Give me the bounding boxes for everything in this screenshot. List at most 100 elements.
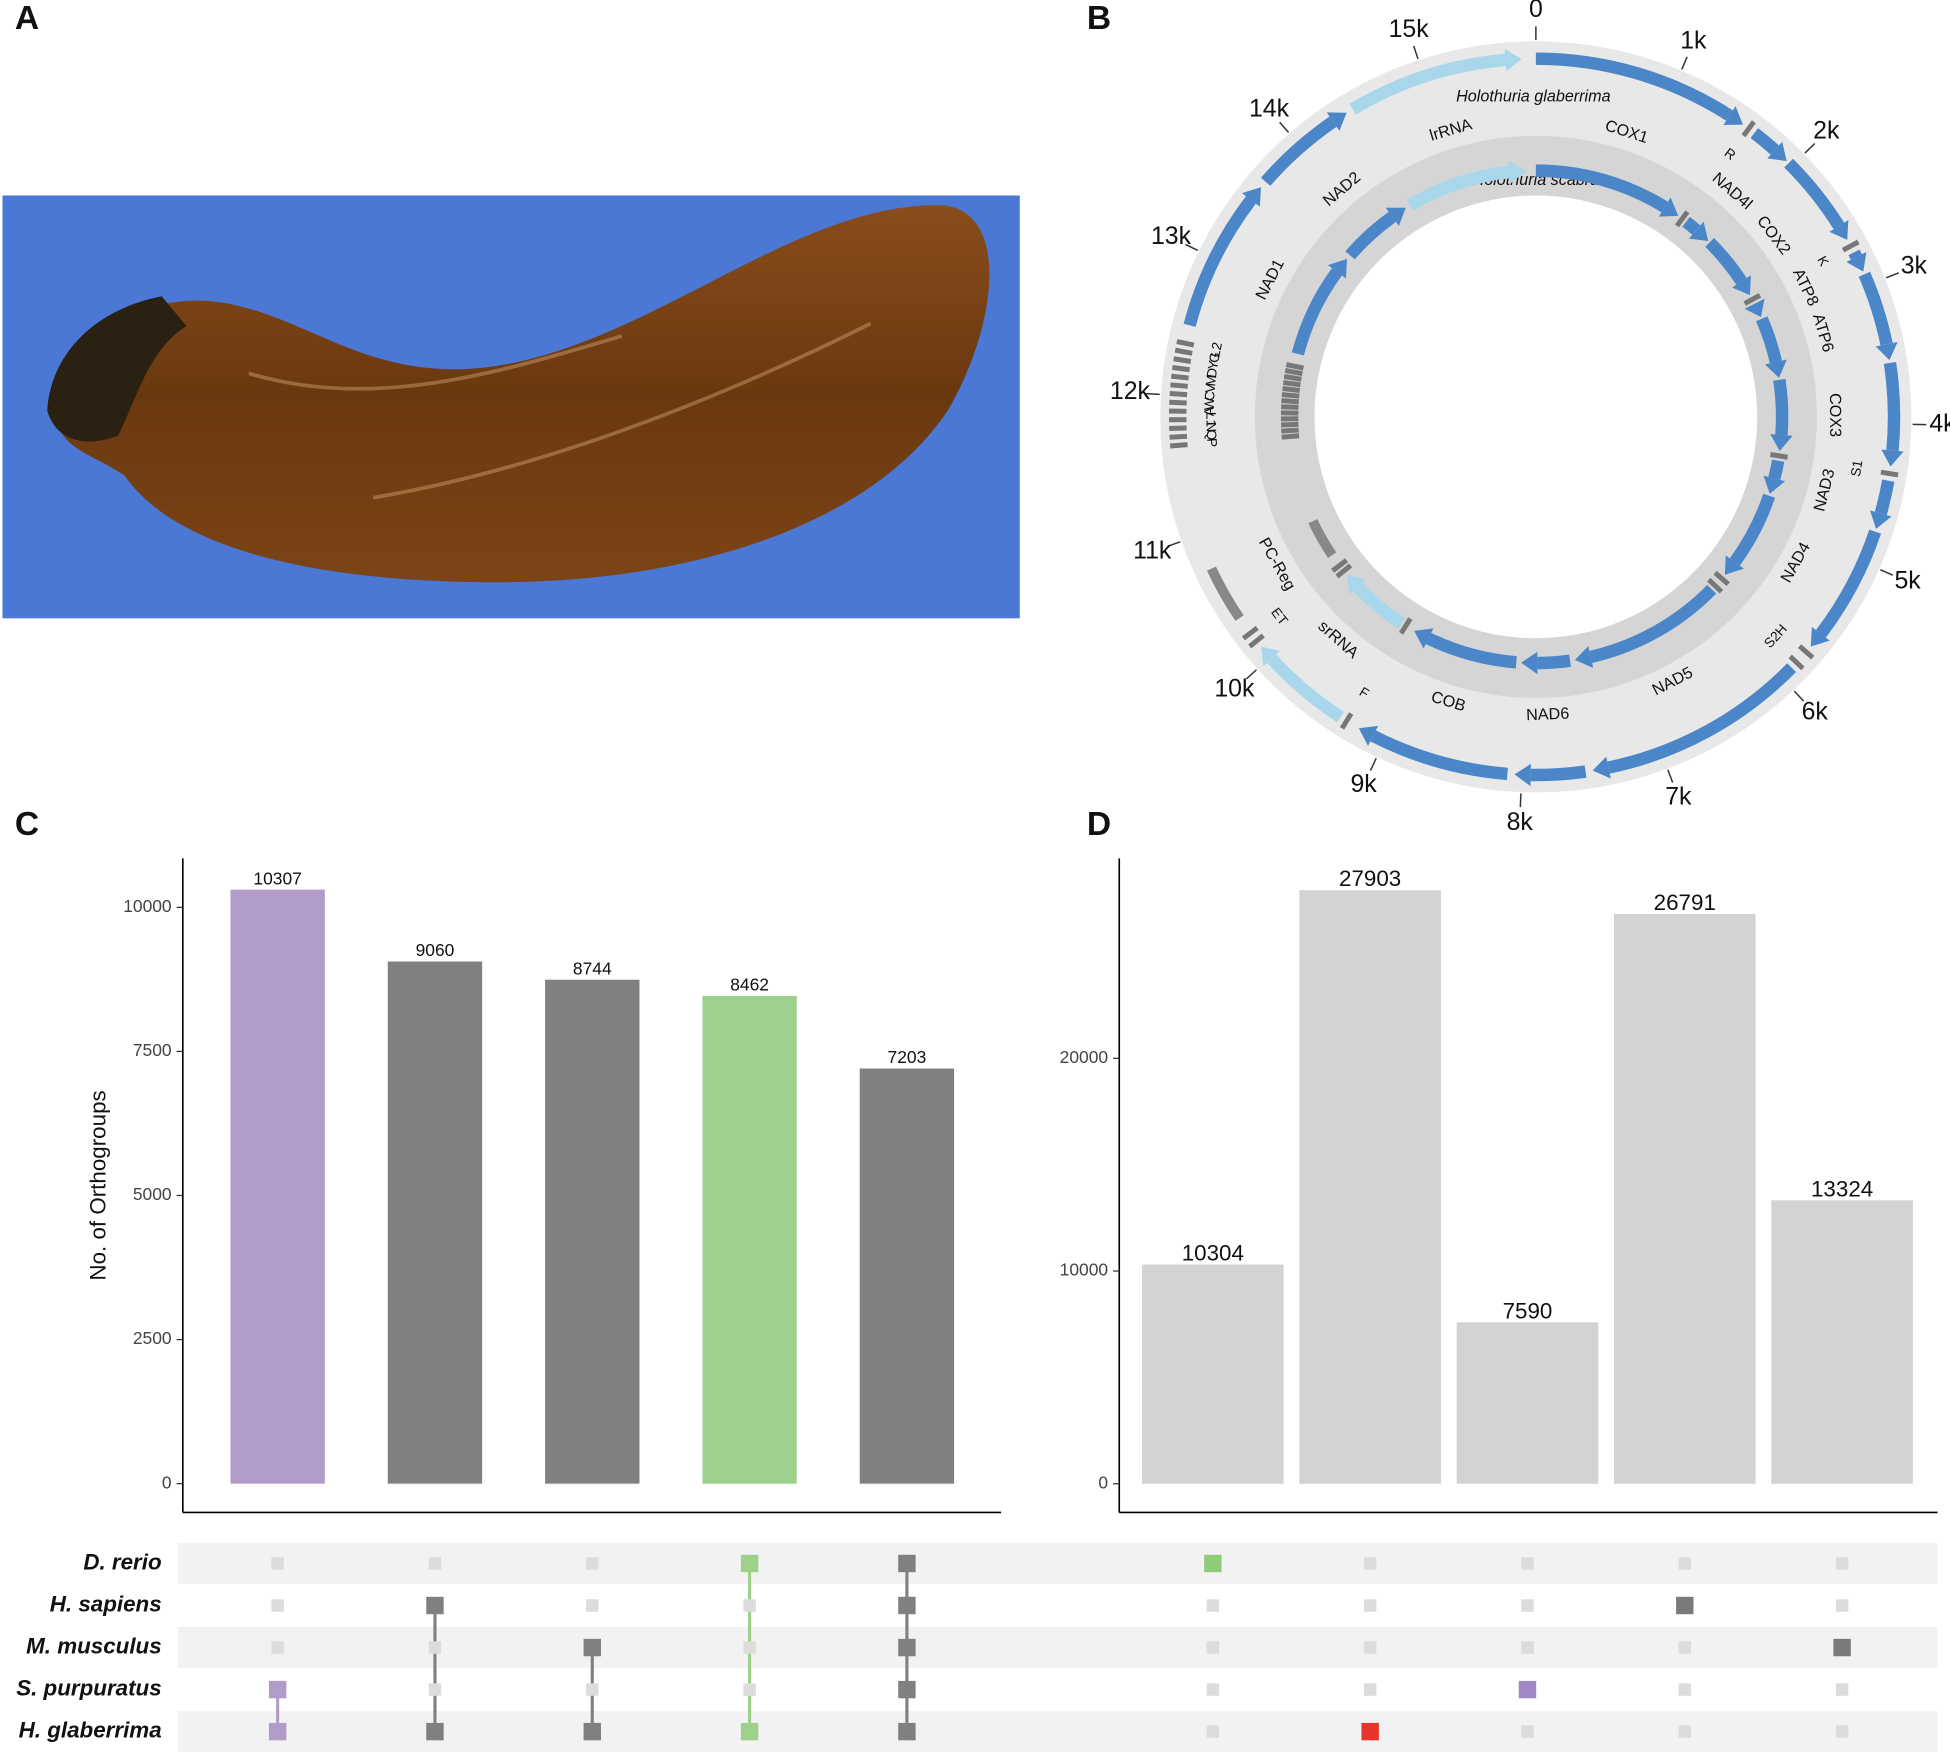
trna-mark — [1169, 442, 1188, 449]
matrix-dot-empty — [586, 1683, 599, 1696]
gene-arc — [1874, 479, 1895, 516]
tick-label: 1k — [1680, 26, 1707, 54]
trna-mark — [1169, 433, 1188, 440]
matrix-dot-empty — [1678, 1725, 1692, 1738]
gene-arrowhead — [1744, 298, 1765, 318]
row-label: H. glaberrima — [19, 1718, 162, 1743]
gene-arrowhead — [1810, 627, 1830, 647]
gene-arc — [1858, 271, 1893, 346]
value-label: 13324 — [1811, 1176, 1873, 1201]
trna-mark — [1331, 558, 1349, 573]
tick-mark — [1880, 568, 1894, 576]
gene-arrowhead — [1723, 106, 1743, 125]
value-label: 8744 — [573, 958, 612, 978]
matrix-dot — [740, 1722, 759, 1741]
gene-arrowhead — [1658, 197, 1679, 217]
gene-arc — [1589, 584, 1717, 663]
gene-arc — [1750, 128, 1779, 155]
trna-mark — [1171, 373, 1189, 381]
gene-arrowhead — [1385, 207, 1406, 226]
matrix-dot — [583, 1638, 601, 1657]
matrix-dot-empty — [1363, 1641, 1377, 1654]
tick-mark — [1369, 757, 1377, 771]
gene-arc — [1755, 316, 1782, 364]
matrix-dot — [898, 1596, 916, 1615]
gene-label: COX3 — [1826, 393, 1844, 437]
gene-arc — [1308, 519, 1337, 558]
tick-label: 10k — [1214, 674, 1255, 702]
trna-label: W — [1202, 397, 1218, 411]
trna-mark — [1675, 210, 1690, 228]
trna-mark — [1282, 380, 1301, 388]
gene-arrowhead — [1732, 275, 1751, 296]
bar — [702, 995, 797, 1484]
gene-arc — [1353, 582, 1406, 629]
matrix-dot — [898, 1680, 916, 1699]
trna-mark — [1707, 577, 1724, 594]
tick-label: 2k — [1813, 117, 1840, 145]
gene-arc — [1773, 378, 1789, 436]
bar — [1142, 1264, 1284, 1484]
value-label: 9060 — [416, 940, 455, 960]
matrix-dot — [1518, 1680, 1537, 1699]
tick-label: 12k — [1110, 377, 1151, 405]
gene-arc — [1607, 663, 1797, 774]
trna-mark — [1280, 421, 1299, 428]
matrix-dot — [268, 1722, 287, 1741]
y-tick-label: 20000 — [1060, 1047, 1108, 1067]
tick-mark — [1667, 769, 1674, 783]
value-label: 26791 — [1654, 890, 1716, 915]
trna-label: D — [1204, 367, 1220, 379]
y-tick-label: 0 — [1098, 1472, 1108, 1492]
panel-label: D — [1087, 806, 1111, 843]
trna-label: M — [1203, 374, 1219, 387]
trna-mark — [1285, 362, 1304, 371]
highlight — [248, 321, 872, 500]
row-label: M. musculus — [26, 1633, 162, 1658]
gene-arrowhead — [1869, 510, 1892, 529]
tick-mark — [1804, 142, 1816, 154]
gene-arc — [1768, 459, 1785, 480]
tick-label: 11k — [1133, 536, 1172, 564]
gene-arrowhead — [1346, 574, 1366, 595]
matrix-dot — [583, 1722, 601, 1741]
panel-label: A — [15, 0, 39, 37]
value-label: 10304 — [1182, 1241, 1244, 1266]
matrix-dot-empty — [743, 1641, 756, 1654]
trna-mark — [1173, 356, 1192, 364]
matrix-dot-empty — [1678, 1641, 1692, 1654]
trna-mark — [1281, 392, 1300, 399]
tick-label: 5k — [1894, 566, 1921, 594]
gene-arrowhead — [1358, 725, 1379, 746]
gene-arc — [1406, 165, 1511, 211]
matrix-dot-empty — [1206, 1725, 1220, 1738]
tick-label: 6k — [1802, 697, 1829, 725]
y-tick-label: 10000 — [1060, 1260, 1108, 1280]
matrix-dot-empty — [1678, 1557, 1692, 1570]
trna-mark — [1169, 399, 1187, 406]
trna-mark — [1248, 633, 1265, 649]
trna-mark — [1339, 712, 1354, 730]
matrix-dot — [1361, 1722, 1379, 1741]
y-tick-label: 5000 — [133, 1184, 172, 1204]
matrix-dot — [740, 1554, 759, 1573]
bar — [1614, 913, 1756, 1484]
tick-label: 14k — [1249, 95, 1290, 123]
matrix-dot-empty — [1521, 1725, 1534, 1738]
matrix-dot-empty — [428, 1557, 442, 1570]
matrix-dot-empty — [1835, 1557, 1849, 1570]
matrix-dot — [898, 1722, 916, 1741]
trna-label: Y — [1205, 359, 1221, 370]
gene-arc — [1530, 765, 1587, 782]
gene-arrowhead — [1414, 628, 1434, 649]
matrix-dot-empty — [1835, 1725, 1849, 1738]
tick-label: 8k — [1507, 808, 1534, 836]
value-label: 7203 — [888, 1047, 927, 1067]
matrix-dot-empty — [428, 1683, 442, 1696]
tick-mark — [1681, 56, 1688, 70]
trna-mark — [1713, 570, 1730, 587]
tick-mark — [1793, 690, 1805, 702]
matrix-dot-empty — [743, 1599, 756, 1612]
gene-arc — [1349, 53, 1507, 115]
trna-mark — [1797, 644, 1815, 660]
